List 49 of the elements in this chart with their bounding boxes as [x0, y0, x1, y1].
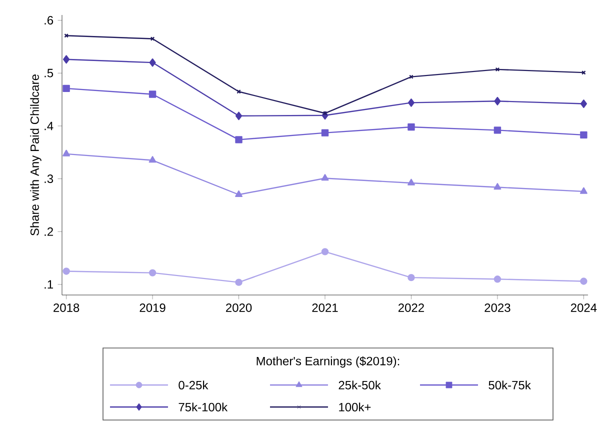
- x-tick-label: 2021: [312, 303, 338, 312]
- point: [149, 58, 156, 67]
- legend-title: Mother's Earnings ($2019):: [256, 356, 400, 368]
- y-tick-label: .5: [44, 68, 54, 78]
- point: [321, 248, 329, 256]
- point: [62, 84, 70, 92]
- y-tick-label: .2: [44, 227, 53, 236]
- x-tick-label: 2018: [54, 303, 80, 312]
- point: [62, 150, 70, 156]
- point: [62, 268, 70, 275]
- point: [150, 36, 155, 41]
- x-tick-label: 2024: [570, 303, 597, 312]
- point: [580, 131, 588, 139]
- point: [63, 55, 70, 64]
- point: [408, 98, 415, 107]
- point: [494, 276, 502, 283]
- y-tick-label: .4: [44, 122, 54, 130]
- x-tick-label: 2020: [226, 303, 252, 312]
- point: [148, 90, 156, 98]
- point: [321, 129, 329, 136]
- point: [235, 278, 242, 286]
- point: [494, 126, 502, 134]
- legend-label: 75k-100k: [178, 402, 228, 412]
- point: [408, 178, 415, 186]
- y-tick-label: .6: [44, 16, 54, 25]
- point: [580, 187, 588, 194]
- x-tick-label: 2023: [484, 303, 510, 312]
- point: [408, 123, 415, 131]
- point: [235, 112, 242, 120]
- point: [322, 111, 328, 116]
- y-axis-title: Share with Any Paid Childcare: [30, 74, 42, 236]
- point: [494, 183, 502, 190]
- point: [235, 190, 242, 198]
- point: [408, 274, 415, 282]
- x-tick-label: 2019: [140, 303, 166, 312]
- point: [235, 136, 242, 144]
- legend-label: 50k-75k: [488, 380, 531, 390]
- point: [148, 156, 156, 163]
- legend-label: 25k-50k: [338, 380, 381, 390]
- y-tick-label: .3: [44, 174, 54, 184]
- legend-label: 0-25k: [178, 380, 208, 390]
- legend-label: 100k+: [339, 402, 371, 412]
- y-tick-label: .1: [44, 280, 53, 289]
- point: [321, 174, 329, 181]
- point: [580, 278, 588, 285]
- point: [580, 100, 587, 108]
- point: [148, 269, 156, 276]
- point: [494, 96, 501, 106]
- x-tick-label: 2022: [398, 303, 424, 312]
